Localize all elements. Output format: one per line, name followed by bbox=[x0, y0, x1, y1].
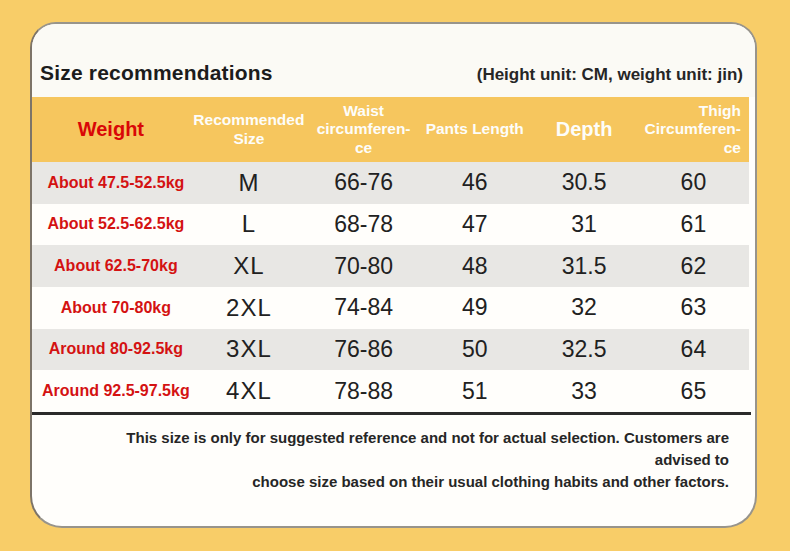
thigh-cell: 65 bbox=[638, 370, 749, 412]
weight-cell: About 62.5-70kg bbox=[32, 245, 190, 287]
pants-length-cell: 49 bbox=[419, 287, 530, 329]
column-header-weight: Weight bbox=[32, 97, 190, 162]
table-header-row: Weight Recommended Size Waist circumfere… bbox=[32, 97, 749, 162]
pants-length-cell: 51 bbox=[419, 370, 530, 412]
footnote-line: choose size based on their usual clothin… bbox=[72, 471, 729, 493]
card-header: Size recommendations (Height unit: CM, w… bbox=[32, 24, 755, 97]
size-cell: M bbox=[190, 162, 308, 204]
size-cell: L bbox=[190, 204, 308, 246]
column-header-waist-circumference: Waist circumferen- ce bbox=[308, 97, 419, 162]
weight-cell: Around 80-92.5kg bbox=[32, 329, 190, 371]
thigh-cell: 60 bbox=[638, 162, 749, 204]
weight-cell: Around 92.5-97.5kg bbox=[32, 370, 190, 412]
column-header-thigh-circumference: Thigh Circumferen- ce bbox=[638, 97, 749, 162]
depth-cell: 32 bbox=[530, 287, 638, 329]
size-cell: XL bbox=[190, 245, 308, 287]
depth-cell: 33 bbox=[530, 370, 638, 412]
thigh-cell: 63 bbox=[638, 287, 749, 329]
size-table: Weight Recommended Size Waist circumfere… bbox=[32, 97, 749, 412]
waist-cell: 66-76 bbox=[308, 162, 419, 204]
column-header-pants-length: Pants Length bbox=[419, 97, 530, 162]
waist-cell: 68-78 bbox=[308, 204, 419, 246]
depth-cell: 31 bbox=[530, 204, 638, 246]
thigh-cell: 62 bbox=[638, 245, 749, 287]
column-header-depth: Depth bbox=[530, 97, 638, 162]
pants-length-cell: 47 bbox=[419, 204, 530, 246]
waist-cell: 76-86 bbox=[308, 329, 419, 371]
footnote-line: This size is only for suggested referenc… bbox=[72, 427, 729, 471]
column-header-recommended-size: Recommended Size bbox=[190, 97, 308, 162]
depth-cell: 31.5 bbox=[530, 245, 638, 287]
weight-cell: About 70-80kg bbox=[32, 287, 190, 329]
waist-cell: 74-84 bbox=[308, 287, 419, 329]
thigh-cell: 61 bbox=[638, 204, 749, 246]
table-row: Around 80-92.5kg 3XL 76-86 50 32.5 64 bbox=[32, 329, 749, 371]
waist-cell: 70-80 bbox=[308, 245, 419, 287]
table-row: About 70-80kg 2XL 74-84 49 32 63 bbox=[32, 287, 749, 329]
size-chart-card: Size recommendations (Height unit: CM, w… bbox=[30, 22, 757, 528]
table-row: About 52.5-62.5kg L 68-78 47 31 61 bbox=[32, 204, 749, 246]
pants-length-cell: 50 bbox=[419, 329, 530, 371]
depth-cell: 30.5 bbox=[530, 162, 638, 204]
footnote: This size is only for suggested referenc… bbox=[32, 415, 755, 493]
unit-note: (Height unit: CM, weight unit: jin) bbox=[477, 65, 743, 85]
table-row: About 62.5-70kg XL 70-80 48 31.5 62 bbox=[32, 245, 749, 287]
pants-length-cell: 48 bbox=[419, 245, 530, 287]
page-title: Size recommendations bbox=[40, 61, 273, 85]
depth-cell: 32.5 bbox=[530, 329, 638, 371]
size-chart-image: { "header": { "title": "Size recommendat… bbox=[0, 0, 790, 551]
thigh-cell: 64 bbox=[638, 329, 749, 371]
size-cell: 3XL bbox=[190, 329, 308, 371]
weight-cell: About 52.5-62.5kg bbox=[32, 204, 190, 246]
pants-length-cell: 46 bbox=[419, 162, 530, 204]
size-cell: 2XL bbox=[190, 287, 308, 329]
size-cell: 4XL bbox=[190, 370, 308, 412]
weight-cell: About 47.5-52.5kg bbox=[32, 162, 190, 204]
waist-cell: 78-88 bbox=[308, 370, 419, 412]
table-row: About 47.5-52.5kg M 66-76 46 30.5 60 bbox=[32, 162, 749, 204]
table-row: Around 92.5-97.5kg 4XL 78-88 51 33 65 bbox=[32, 370, 749, 412]
